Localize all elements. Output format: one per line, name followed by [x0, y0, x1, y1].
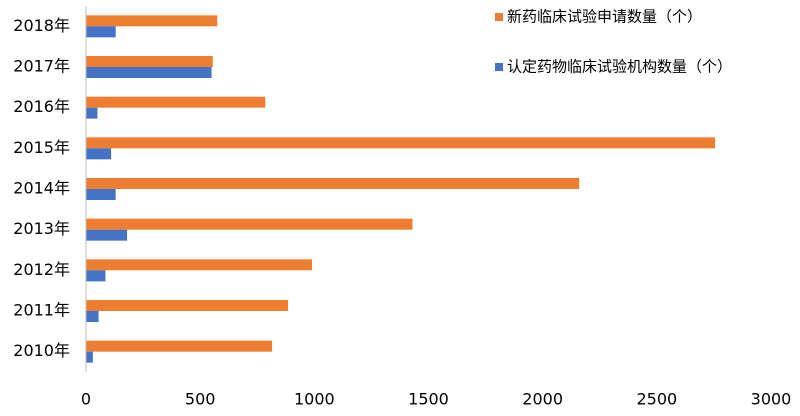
bar	[86, 189, 116, 200]
x-tick-label: 1500	[408, 390, 449, 409]
bar	[86, 107, 98, 119]
legend-label: 认定药物临床试验机构数量（个）	[507, 58, 732, 76]
x-tick-label: 2000	[522, 390, 563, 409]
legend-swatch	[495, 13, 503, 21]
bar	[86, 178, 580, 189]
bar	[86, 67, 212, 78]
y-tick-label: 2014年	[13, 179, 70, 198]
bar	[86, 96, 266, 108]
x-tick-label: 2500	[636, 390, 677, 409]
bar	[86, 15, 218, 27]
legend-swatch	[495, 63, 503, 71]
y-tick-label: 2010年	[13, 341, 70, 360]
bar	[86, 148, 112, 160]
x-tick-label: 500	[185, 390, 216, 409]
y-tick-label: 2015年	[13, 138, 70, 157]
bar	[86, 218, 413, 230]
bar	[86, 229, 128, 241]
bar	[86, 311, 99, 322]
y-tick-label: 2016年	[13, 97, 70, 116]
bar	[86, 56, 213, 67]
bar	[86, 300, 289, 311]
y-tick-label: 2013年	[13, 219, 70, 238]
legend-label: 新药临床试验申请数量（个）	[507, 8, 702, 26]
y-tick-label: 2017年	[13, 57, 70, 76]
bar	[86, 26, 116, 38]
y-tick-label: 2012年	[13, 260, 70, 279]
x-tick-label: 1000	[294, 390, 335, 409]
x-tick-label: 3000	[751, 390, 792, 409]
bar	[86, 270, 106, 282]
bar	[86, 340, 273, 352]
bar	[86, 351, 93, 363]
bar	[86, 137, 716, 149]
y-tick-label: 2011年	[13, 301, 70, 320]
bar	[86, 259, 313, 271]
y-tick-label: 2018年	[13, 16, 70, 35]
legend: 新药临床试验申请数量（个） 认定药物临床试验机构数量（个）	[495, 8, 732, 76]
x-tick-label: 0	[81, 390, 91, 409]
